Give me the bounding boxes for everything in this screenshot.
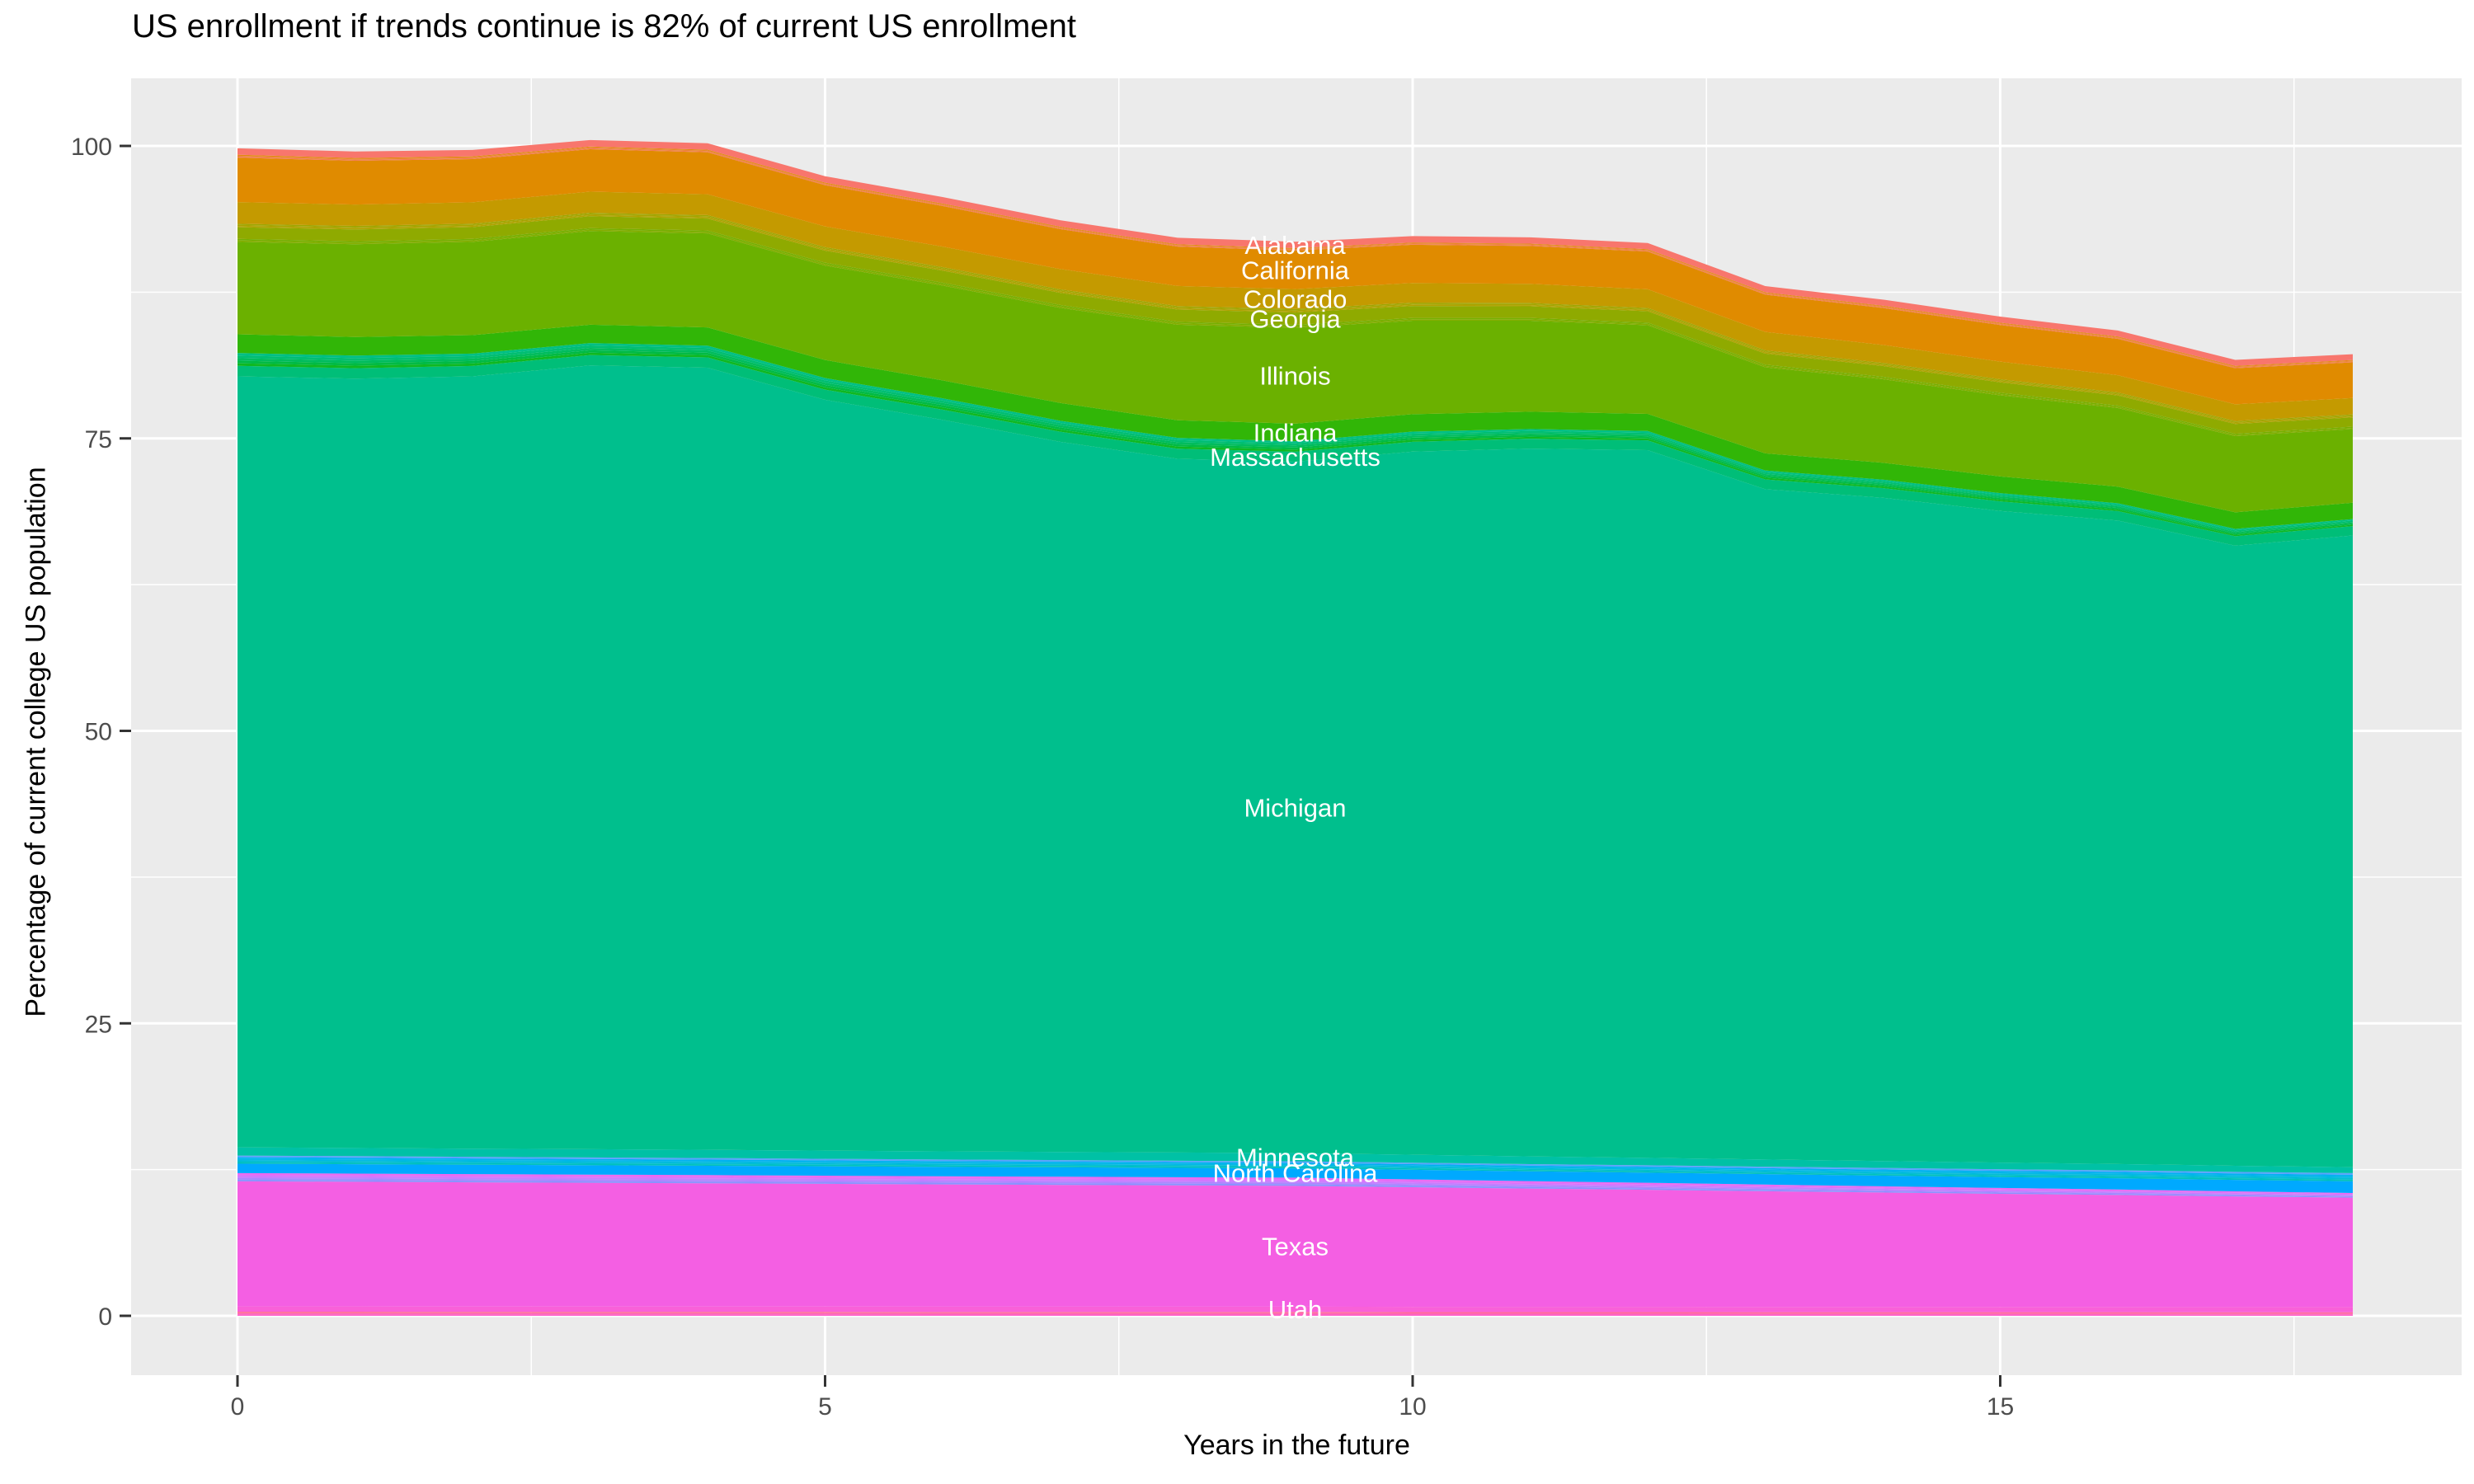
- y-tick-label: 50: [85, 719, 112, 746]
- area-unlabeled-3-2: [238, 1160, 2353, 1180]
- area-unlabeled-1-3: [238, 1312, 2353, 1314]
- x-tick-label: 5: [818, 1393, 832, 1421]
- area-texas: [238, 1181, 2353, 1308]
- area-unlabeled-2-2: [238, 1177, 2353, 1197]
- y-tick-label: 75: [85, 426, 112, 453]
- area-unlabeled-1-2: [238, 1313, 2353, 1315]
- area-massachusetts: [238, 355, 2353, 546]
- area-utah: [238, 1306, 2353, 1313]
- area-unlabeled-2-5: [238, 1172, 2353, 1195]
- area-north-carolina: [238, 1163, 2353, 1194]
- band-label-alabama: Alabama: [1244, 231, 1346, 260]
- area-colorado: [238, 191, 2353, 421]
- area-unlabeled-2-4: [238, 1174, 2353, 1195]
- band-label-north-carolina: North Carolina: [1213, 1159, 1379, 1188]
- band-label-georgia: Georgia: [1249, 305, 1341, 334]
- band-label-massachusetts: Massachusetts: [1210, 443, 1380, 472]
- area-georgia: [238, 216, 2353, 434]
- area-illinois: [238, 231, 2353, 513]
- x-tick-label: 15: [1987, 1393, 2014, 1421]
- y-tick-label: 25: [85, 1011, 112, 1038]
- chart-title: US enrollment if trends continue is 82% …: [132, 8, 1076, 45]
- area-unlabeled-3-5: [238, 1155, 2353, 1175]
- area-unlabeled-2-3: [238, 1176, 2353, 1196]
- x-tick-label: 0: [231, 1393, 245, 1421]
- area-unlabeled-3-3: [238, 1158, 2353, 1178]
- y-tick-label: 100: [71, 134, 112, 161]
- area-unlabeled-3-4: [238, 1157, 2353, 1176]
- band-label-illinois: Illinois: [1259, 362, 1330, 391]
- band-label-michigan: Michigan: [1244, 793, 1346, 822]
- area-california: [238, 148, 2353, 405]
- band-label-minnesota: Minnesota: [1236, 1144, 1355, 1172]
- x-tick-label: 10: [1399, 1393, 1426, 1421]
- y-tick-label: 0: [98, 1303, 112, 1331]
- area-michigan: [238, 365, 2353, 1167]
- band-label-colorado: Colorado: [1244, 285, 1348, 314]
- band-label-texas: Texas: [1262, 1233, 1329, 1261]
- area-minnesota: [238, 1147, 2353, 1173]
- band-label-california: California: [1241, 256, 1350, 284]
- band-label-utah: Utah: [1268, 1295, 1322, 1324]
- area-unlabeled-3-1: [238, 1162, 2353, 1181]
- area-indiana: [238, 324, 2353, 529]
- area-unlabeled-2-1: [238, 1179, 2353, 1198]
- band-label-indiana: Indiana: [1253, 419, 1338, 448]
- area-unlabeled-1-1: [238, 1314, 2353, 1316]
- x-axis-title: Years in the future: [1183, 1430, 1410, 1461]
